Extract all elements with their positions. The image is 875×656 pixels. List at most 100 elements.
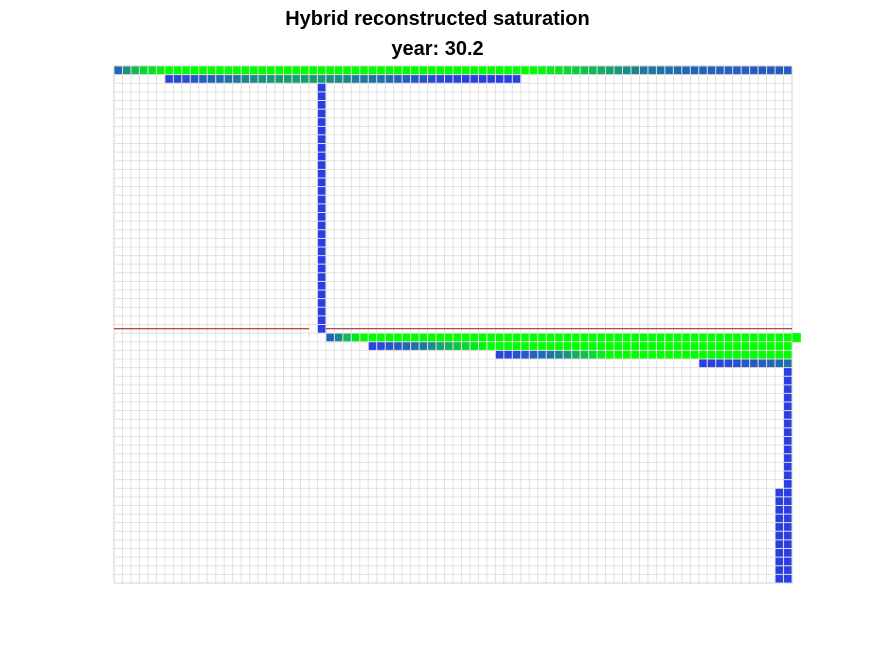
mid-layer-3-cell [656, 350, 666, 360]
vertical-column-cell [317, 324, 327, 334]
vertical-column-cell [317, 221, 327, 231]
top-layer-second-row-cell [164, 74, 174, 84]
top-layer-cell [715, 66, 725, 76]
top-layer-cell [258, 66, 267, 76]
vertical-column-cell [317, 255, 327, 265]
right-column-b-cell [775, 548, 784, 558]
top-layer-cell [605, 66, 615, 76]
mid-layer-1-cell [410, 333, 420, 343]
top-layer-cell [520, 66, 530, 76]
top-layer-cell [453, 66, 462, 76]
mid-layer-4-cell [766, 358, 776, 368]
vertical-column-cell [317, 298, 327, 308]
right-column-a-cell [783, 574, 793, 584]
top-layer-cell [664, 66, 674, 76]
mid-layer-3-cell [639, 350, 649, 360]
mid-layer-3-cell [512, 350, 522, 360]
top-layer-cell [342, 66, 352, 76]
vertical-column-cell [317, 160, 327, 170]
mid-layer-1-cell [529, 333, 539, 343]
right-column-a-cell [783, 565, 793, 575]
mid-layer-2-cell [503, 341, 513, 351]
top-layer-cell [537, 66, 547, 76]
top-layer-cell [249, 66, 259, 76]
top-layer-cell [614, 66, 623, 76]
top-layer-second-row-cell [444, 74, 454, 84]
mid-layer-2-cell [664, 341, 674, 351]
top-layer-cell [130, 66, 140, 76]
top-layer-second-row-cell [317, 74, 327, 84]
mid-layer-3-cell [520, 350, 530, 360]
right-column-a-cell [783, 470, 793, 480]
mid-layer-2-cell [402, 341, 412, 351]
top-layer-cell [512, 66, 522, 76]
mid-layer-1-cell [724, 333, 734, 343]
top-layer-second-row-cell [232, 74, 242, 84]
mid-layer-2-cell [647, 341, 657, 351]
vertical-column-cell [317, 152, 327, 162]
top-layer-cell [283, 66, 293, 76]
mid-layer-1-cell [376, 333, 386, 343]
right-column-a-cell [783, 367, 793, 377]
top-layer-second-row-cell [402, 74, 412, 84]
mid-layer-2-cell [656, 341, 666, 351]
right-column-a-cell [783, 514, 793, 524]
mid-layer-4-cell [707, 358, 717, 368]
top-layer-cell [308, 66, 318, 76]
top-layer-second-row-cell [198, 74, 208, 84]
top-layer-second-row-cell [283, 74, 293, 84]
top-layer-cell [639, 66, 649, 76]
vertical-column-cell [317, 83, 327, 93]
vertical-column-cell [317, 143, 327, 153]
mid-layer-2-cell [775, 341, 784, 351]
mid-layer-1-cell [783, 333, 793, 343]
mid-layer-2-cell [732, 341, 742, 351]
mid-layer-2-cell [419, 341, 428, 351]
top-layer-second-row-cell [427, 74, 437, 84]
mid-layer-3-cell [622, 350, 632, 360]
mid-layer-1-cell [469, 333, 479, 343]
mid-layer-1-cell [537, 333, 547, 343]
mid-layer-2-cell [571, 341, 581, 351]
vertical-column-cell [317, 238, 327, 248]
top-layer-cell [427, 66, 437, 76]
mid-layer-1-cell [461, 333, 471, 343]
mid-layer-2-cell [639, 341, 649, 351]
right-column-b-cell [775, 514, 784, 524]
right-column-a-cell [783, 479, 793, 489]
mid-layer-2-cell [605, 341, 615, 351]
mid-layer-4-cell [758, 358, 767, 368]
right-column-b-cell [775, 488, 784, 498]
mid-layer-3-cell [766, 350, 776, 360]
top-layer-second-row-cell [275, 74, 284, 84]
top-layer-cell [707, 66, 717, 76]
vertical-column-cell [317, 100, 327, 110]
mid-layer-1-cell [597, 333, 606, 343]
top-layer-cell [334, 66, 344, 76]
top-layer-cell [325, 66, 335, 76]
mid-layer-1-cell [393, 333, 403, 343]
mid-layer-3-cell [715, 350, 725, 360]
mid-layer-3-cell [571, 350, 581, 360]
top-layer-cell [732, 66, 742, 76]
right-column-a-cell [783, 462, 793, 472]
mid-layer-3-cell [698, 350, 708, 360]
vertical-column-cell [317, 212, 327, 222]
mid-layer-3-cell [563, 350, 573, 360]
mid-layer-2-cell [385, 341, 395, 351]
mid-layer-1-cell [512, 333, 522, 343]
mid-layer-2-cell [766, 341, 776, 351]
mid-layer-1-cell [351, 333, 361, 343]
top-layer-second-row-cell [385, 74, 395, 84]
top-layer-cell [198, 66, 208, 76]
right-column-a-cell [783, 427, 793, 437]
top-layer-second-row-cell [266, 74, 276, 84]
mid-layer-3-cell [647, 350, 657, 360]
mid-layer-1-cell [427, 333, 437, 343]
mid-layer-2-cell [758, 341, 767, 351]
vertical-column-cell [317, 117, 327, 127]
top-layer-second-row-cell [478, 74, 488, 84]
top-layer-cell [173, 66, 183, 76]
mid-layer-2-cell [580, 341, 590, 351]
mid-layer-3-cell [495, 350, 505, 360]
